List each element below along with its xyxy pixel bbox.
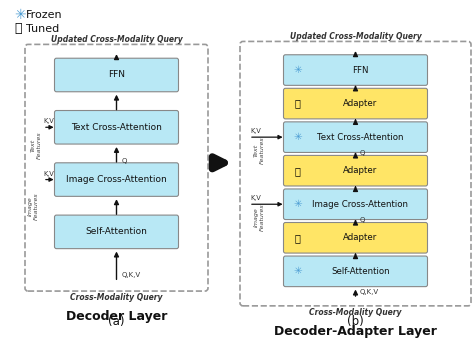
Text: ✳: ✳ [293, 65, 302, 75]
Text: Text
Features: Text Features [31, 132, 41, 159]
Text: Image Cross-Attention: Image Cross-Attention [312, 200, 409, 209]
Text: Updated Cross-Modality Query: Updated Cross-Modality Query [51, 35, 182, 45]
Text: Self-Attention: Self-Attention [331, 267, 390, 276]
Text: Cross-Modality Query: Cross-Modality Query [70, 293, 163, 302]
Text: 🔥: 🔥 [294, 233, 301, 243]
Text: Q: Q [359, 218, 365, 223]
Text: Adapter: Adapter [343, 99, 378, 108]
Text: Image
Features: Image Features [27, 192, 38, 220]
Text: Adapter: Adapter [343, 166, 378, 175]
Text: Q: Q [121, 158, 127, 164]
Text: ✳: ✳ [293, 199, 302, 209]
FancyBboxPatch shape [283, 256, 428, 287]
FancyBboxPatch shape [283, 122, 428, 152]
Text: K,V: K,V [43, 118, 54, 124]
Text: Adapter: Adapter [343, 233, 378, 242]
Text: K,V: K,V [250, 128, 261, 134]
Text: FFN: FFN [352, 66, 369, 74]
Text: 🔥: 🔥 [294, 99, 301, 108]
Text: Text Cross-Attention: Text Cross-Attention [71, 123, 162, 132]
Text: Frozen: Frozen [26, 10, 63, 20]
FancyBboxPatch shape [283, 55, 428, 85]
Text: (b): (b) [347, 314, 364, 327]
Text: FFN: FFN [108, 70, 125, 80]
Text: Self-Attention: Self-Attention [86, 227, 147, 236]
Text: Text
Features: Text Features [254, 136, 264, 164]
Text: ✳: ✳ [293, 132, 302, 142]
FancyBboxPatch shape [283, 189, 428, 220]
Text: ✳: ✳ [14, 8, 26, 22]
Text: Image
Features: Image Features [254, 203, 264, 231]
Text: K,V: K,V [250, 195, 261, 201]
FancyBboxPatch shape [283, 88, 428, 119]
FancyBboxPatch shape [283, 222, 428, 253]
Text: Updated Cross-Modality Query: Updated Cross-Modality Query [290, 32, 421, 41]
Text: 🔥: 🔥 [14, 22, 21, 35]
Text: Cross-Modality Query: Cross-Modality Query [309, 308, 402, 317]
FancyBboxPatch shape [283, 155, 428, 186]
Text: K,V: K,V [43, 171, 54, 176]
Text: Image Cross-Attention: Image Cross-Attention [66, 175, 167, 184]
Text: 🔥: 🔥 [294, 166, 301, 176]
Text: Q: Q [359, 150, 365, 156]
Text: Decoder Layer: Decoder Layer [66, 310, 167, 323]
Text: Q,K,V: Q,K,V [359, 289, 379, 295]
Text: (a): (a) [108, 314, 125, 327]
FancyBboxPatch shape [55, 163, 179, 196]
Text: Q,K,V: Q,K,V [121, 272, 141, 278]
FancyBboxPatch shape [55, 215, 179, 249]
Text: ✳: ✳ [293, 266, 302, 276]
Text: Text Cross-Attention: Text Cross-Attention [317, 133, 404, 142]
Text: Decoder-Adapter Layer: Decoder-Adapter Layer [274, 325, 437, 338]
Text: Tuned: Tuned [26, 23, 59, 34]
FancyBboxPatch shape [55, 110, 179, 144]
FancyBboxPatch shape [55, 58, 179, 92]
